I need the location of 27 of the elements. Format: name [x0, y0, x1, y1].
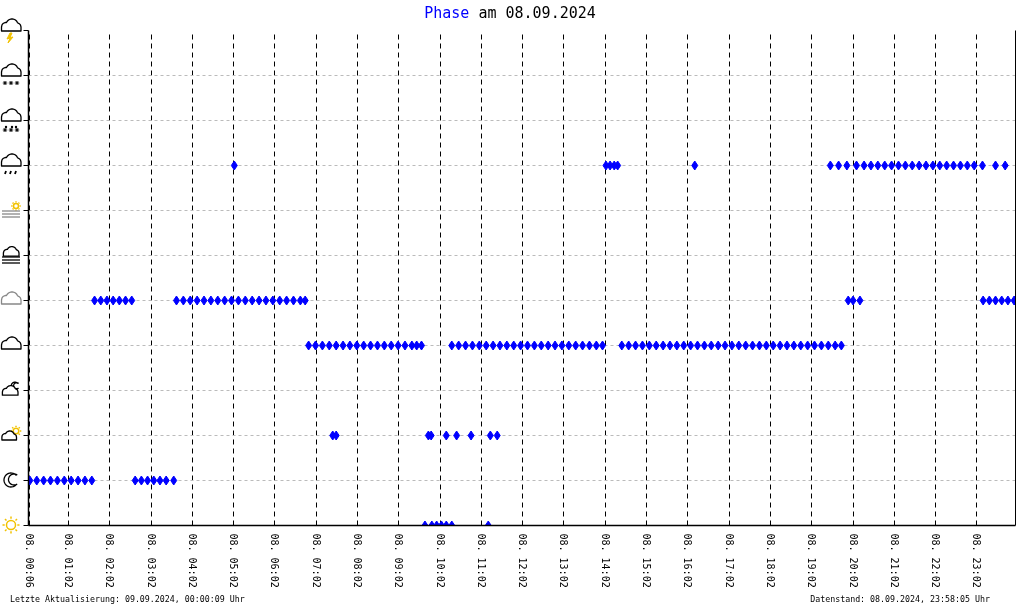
x-tick-label: 08. 22:02: [930, 533, 942, 588]
x-tick-label: 08. 02:02: [104, 533, 116, 588]
x-tick-label: 08. 13:02: [558, 533, 570, 588]
x-tick-label: 08. 16:02: [682, 533, 694, 588]
x-tick-label: 08. 08:02: [352, 533, 363, 588]
x-tick-label: 08. 01:02: [62, 533, 74, 588]
x-tick-label: 08. 19:02: [806, 533, 818, 588]
x-tick-label: 08. 15:02: [641, 533, 653, 588]
x-tick-label: 08. 17:02: [723, 533, 735, 588]
x-tick-label: 08. 10:02: [434, 533, 446, 588]
x-tick-label: 08. 21:02: [888, 533, 900, 588]
chart-title: Phase am 08.09.2024: [423, 3, 597, 24]
text: Datenstand: 08.09.2024, 23:58:05 Uhr: [810, 593, 990, 606]
text: Letzte Aktualisierung: 09.09.2024, 00:00:09 Uhr: [10, 593, 245, 606]
x-tick-label: 08. 20:02: [847, 533, 859, 588]
x-tick-label: 08. 12:02: [517, 533, 529, 588]
x-tick-label: 08. 06:02: [269, 533, 281, 588]
x-tick-label: 08. 00:06: [24, 533, 36, 588]
x-tick-label: 08. 23:02: [971, 533, 983, 588]
x-tick-label: 08. 09:02: [393, 533, 405, 588]
x-tick-label: 08. 04:02: [186, 533, 198, 588]
x-tick-label: 08. 07:02: [310, 533, 322, 588]
x-tick-label: 08. 03:02: [145, 533, 157, 588]
x-tick-label: 08. 14:02: [599, 533, 611, 588]
x-tick-label: 08. 18:02: [764, 533, 776, 588]
x-tick-label: 08. 11:02: [475, 533, 487, 588]
x-tick-label: 08. 05:02: [228, 533, 240, 588]
